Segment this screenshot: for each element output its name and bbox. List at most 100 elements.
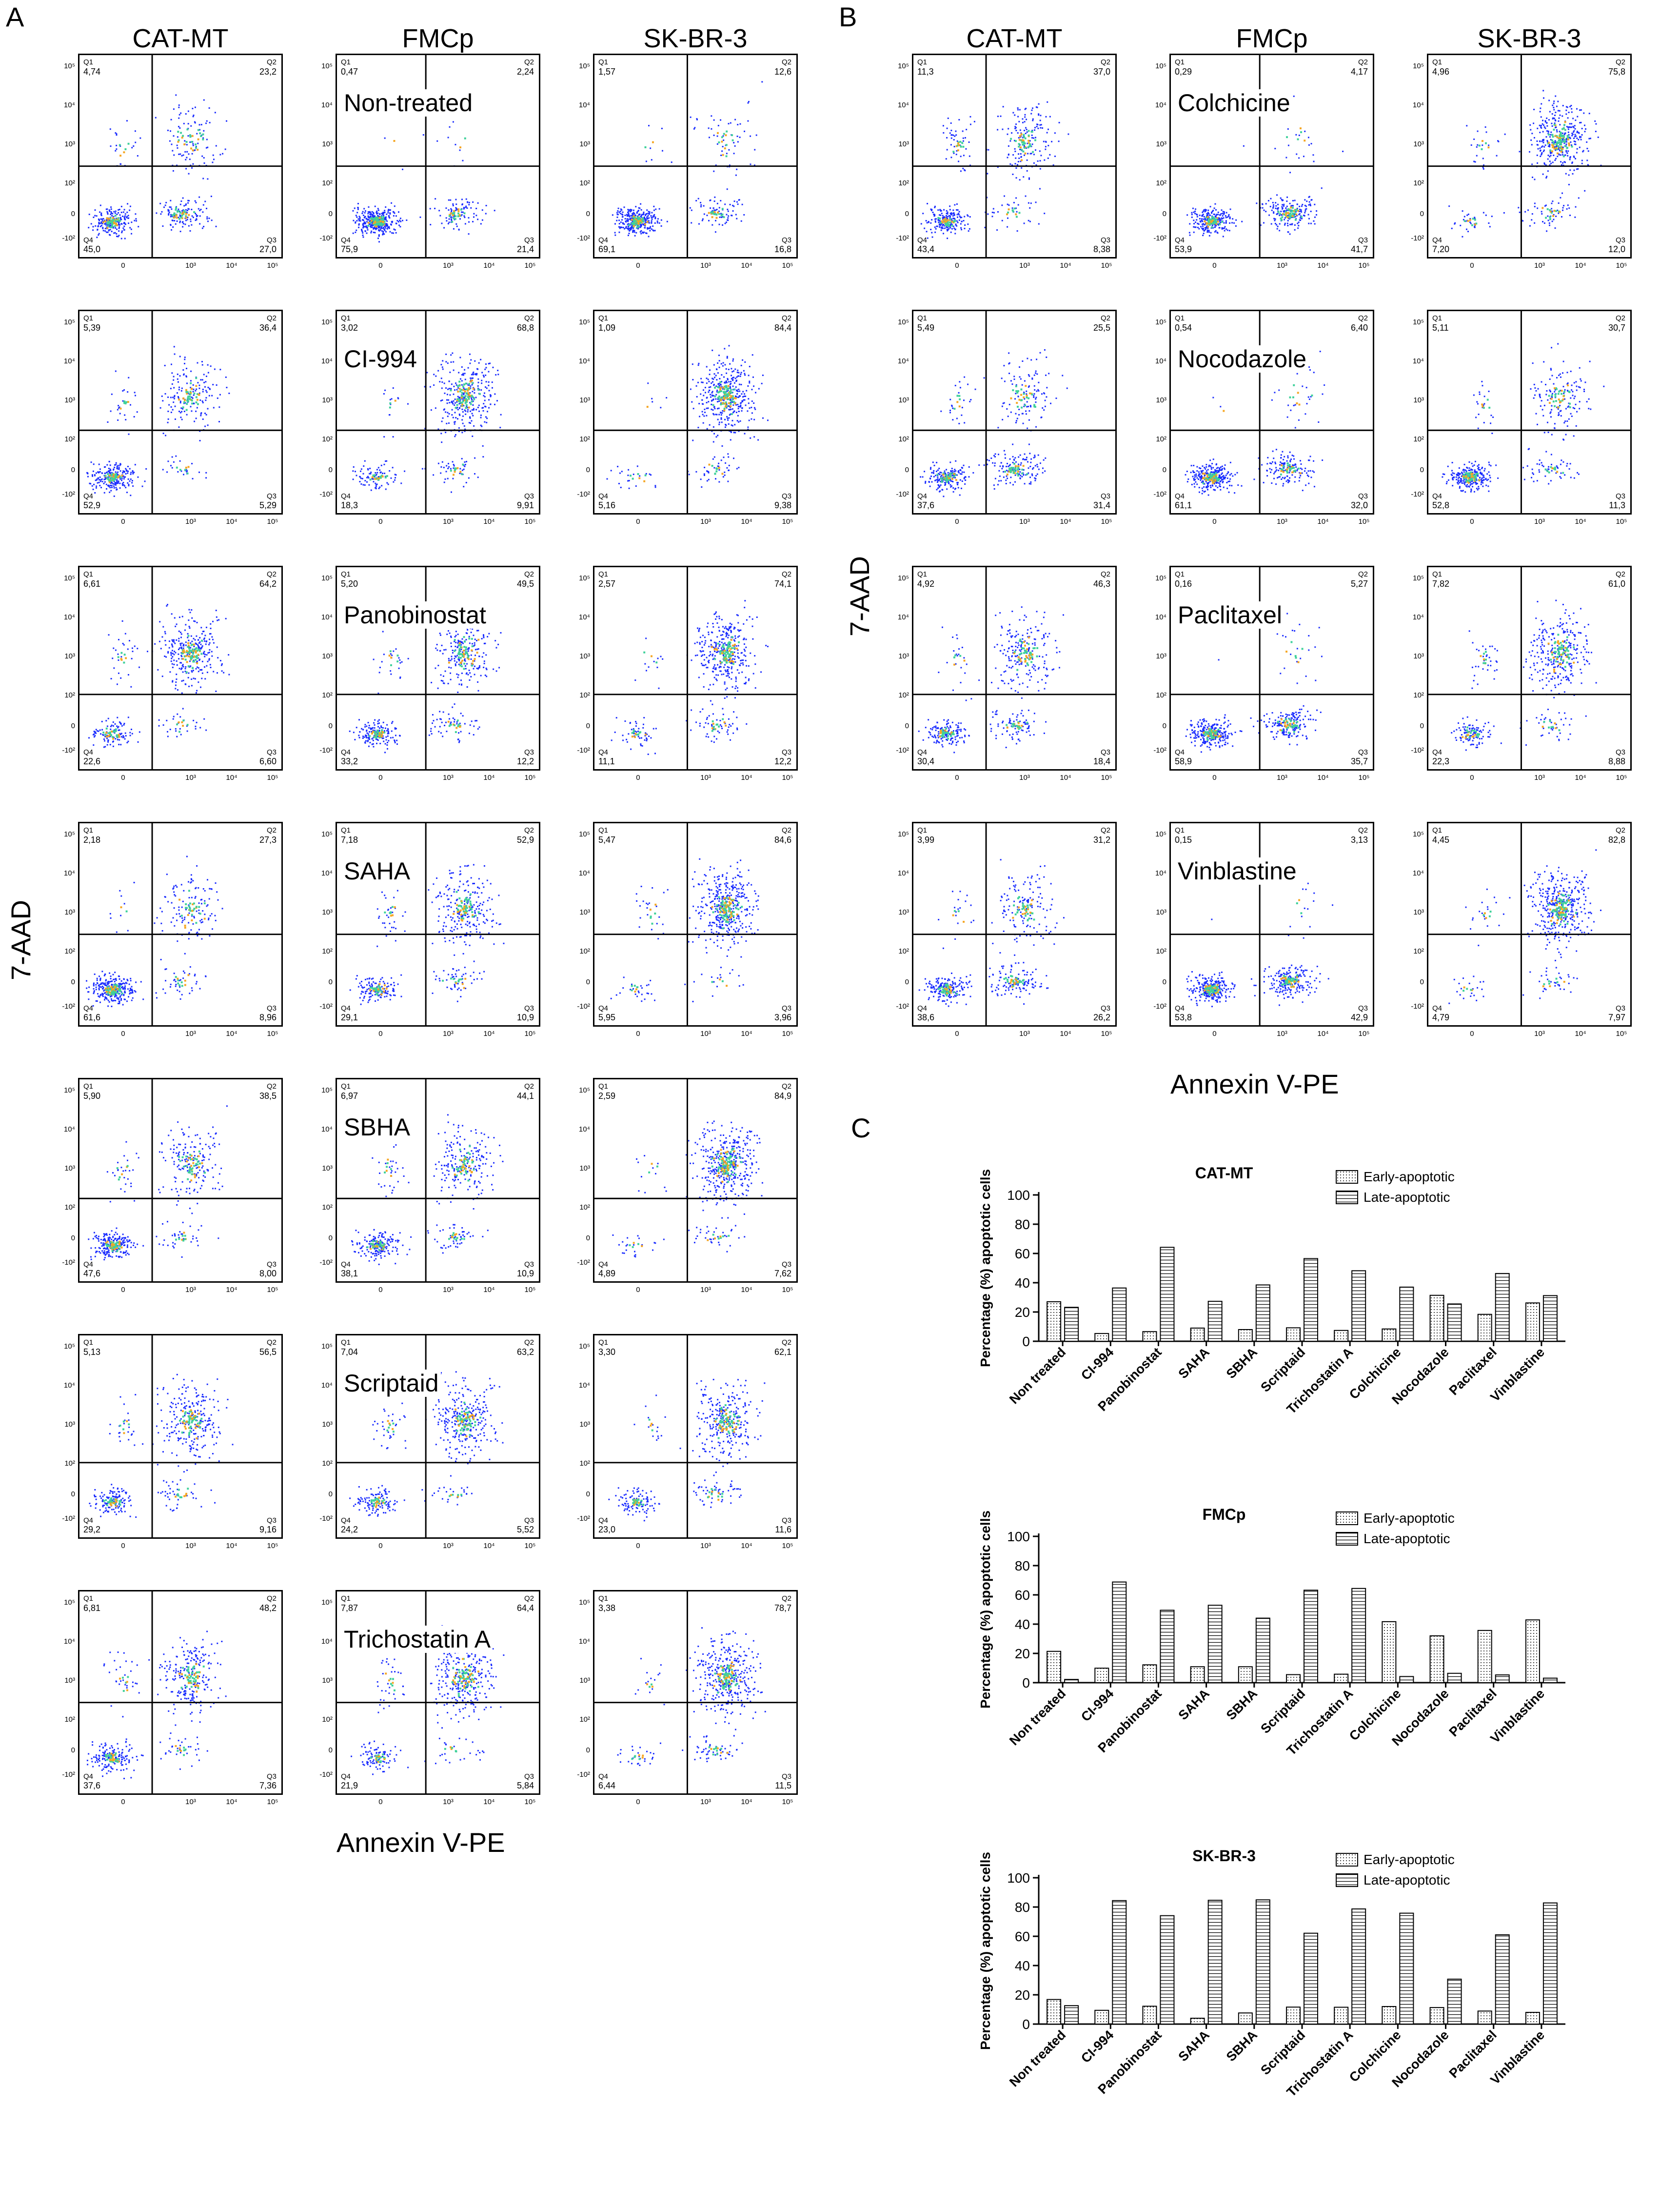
quadrant-q2-label: Q2 bbox=[266, 570, 277, 578]
event-dot bbox=[719, 665, 721, 667]
event-dot bbox=[179, 402, 181, 404]
event-dot bbox=[474, 644, 475, 646]
event-dot bbox=[367, 468, 369, 470]
event-dot bbox=[390, 223, 392, 225]
event-dot bbox=[190, 406, 192, 408]
event-dot bbox=[749, 407, 751, 409]
event-dot-dense bbox=[467, 396, 470, 398]
event-dot bbox=[130, 980, 132, 982]
event-dot-dense bbox=[637, 218, 639, 220]
event-dot bbox=[748, 678, 750, 680]
event-dot bbox=[654, 230, 656, 232]
event-dot bbox=[201, 155, 203, 157]
event-dot bbox=[745, 659, 747, 661]
event-dot bbox=[118, 468, 120, 470]
event-dot bbox=[104, 223, 106, 225]
event-dot bbox=[385, 736, 387, 738]
event-dot bbox=[398, 657, 400, 659]
event-dot-dense bbox=[374, 474, 376, 477]
event-dot bbox=[723, 655, 725, 656]
event-dot bbox=[442, 417, 444, 419]
event-dot bbox=[650, 226, 652, 228]
event-dot bbox=[369, 220, 371, 222]
event-dot bbox=[109, 224, 111, 226]
event-dot bbox=[95, 1000, 97, 1002]
quadrant-q4-value: 69,1 bbox=[598, 244, 616, 254]
event-dot bbox=[457, 409, 459, 411]
event-dot-dense bbox=[453, 474, 455, 476]
event-dot bbox=[131, 482, 133, 484]
event-dot bbox=[86, 980, 87, 982]
event-dot bbox=[185, 209, 187, 211]
y-tick-label: -10² bbox=[577, 490, 590, 498]
event-dot bbox=[168, 640, 170, 642]
quadrant-q1-value: 6,61 bbox=[83, 579, 101, 589]
event-dot bbox=[470, 422, 472, 424]
event-dot bbox=[624, 228, 626, 230]
event-dot bbox=[729, 386, 731, 388]
event-dot bbox=[182, 647, 184, 649]
event-dot bbox=[444, 478, 446, 480]
event-dot bbox=[742, 662, 744, 664]
event-dot bbox=[726, 632, 728, 634]
event-dot bbox=[170, 363, 172, 365]
event-dot bbox=[95, 732, 97, 734]
event-dot bbox=[118, 672, 119, 674]
event-dot-dense bbox=[464, 640, 466, 643]
event-dot bbox=[206, 654, 208, 656]
y-tick-label: 10³ bbox=[322, 396, 333, 404]
event-dot bbox=[702, 664, 704, 666]
event-dot bbox=[377, 723, 379, 725]
event-dot-dense bbox=[457, 210, 460, 213]
event-dot bbox=[699, 722, 701, 724]
event-dot bbox=[392, 387, 394, 389]
event-dot bbox=[713, 467, 715, 469]
event-dot bbox=[185, 168, 187, 170]
event-dot-dense bbox=[374, 222, 376, 225]
event-dot bbox=[366, 730, 368, 732]
event-dot bbox=[454, 423, 455, 425]
event-dot bbox=[730, 626, 732, 628]
event-dot bbox=[453, 216, 455, 218]
event-dot bbox=[708, 219, 710, 221]
event-dot bbox=[715, 642, 717, 644]
event-dot bbox=[648, 211, 650, 213]
event-dot-dense bbox=[369, 735, 371, 737]
event-dot-dense bbox=[196, 657, 198, 659]
event-dot bbox=[724, 348, 726, 350]
event-dot bbox=[171, 383, 173, 385]
event-dot bbox=[170, 406, 172, 408]
event-dot bbox=[733, 432, 735, 434]
event-dot bbox=[200, 124, 202, 126]
event-dot-dense bbox=[643, 651, 646, 654]
event-dot bbox=[628, 487, 630, 489]
event-dot bbox=[619, 213, 621, 215]
event-dot bbox=[662, 150, 663, 152]
event-dot bbox=[357, 208, 359, 210]
event-dot bbox=[651, 397, 653, 399]
event-dot bbox=[712, 391, 713, 393]
quadrant-q3-value: 9,38 bbox=[774, 500, 791, 510]
event-dot bbox=[172, 640, 174, 642]
event-dot bbox=[357, 207, 359, 209]
event-dot bbox=[699, 643, 701, 645]
event-dot-dense bbox=[182, 719, 185, 722]
y-tick-label: 10² bbox=[579, 179, 590, 187]
event-dot bbox=[471, 398, 473, 400]
event-dot-dense bbox=[372, 731, 374, 733]
event-dot-dense bbox=[457, 653, 460, 655]
event-dot bbox=[621, 213, 623, 215]
event-dot bbox=[455, 208, 457, 210]
quadrant-q3-value: 5,29 bbox=[259, 500, 277, 510]
event-dot bbox=[462, 211, 464, 213]
event-dot bbox=[387, 729, 389, 731]
event-dot bbox=[696, 641, 698, 643]
event-dot bbox=[363, 208, 365, 210]
event-dot bbox=[632, 229, 634, 231]
event-dot-dense bbox=[457, 400, 460, 402]
event-dot bbox=[124, 213, 126, 215]
event-dot bbox=[183, 474, 184, 476]
event-dot bbox=[727, 208, 729, 210]
event-dot bbox=[177, 381, 179, 383]
event-dot bbox=[178, 117, 180, 119]
